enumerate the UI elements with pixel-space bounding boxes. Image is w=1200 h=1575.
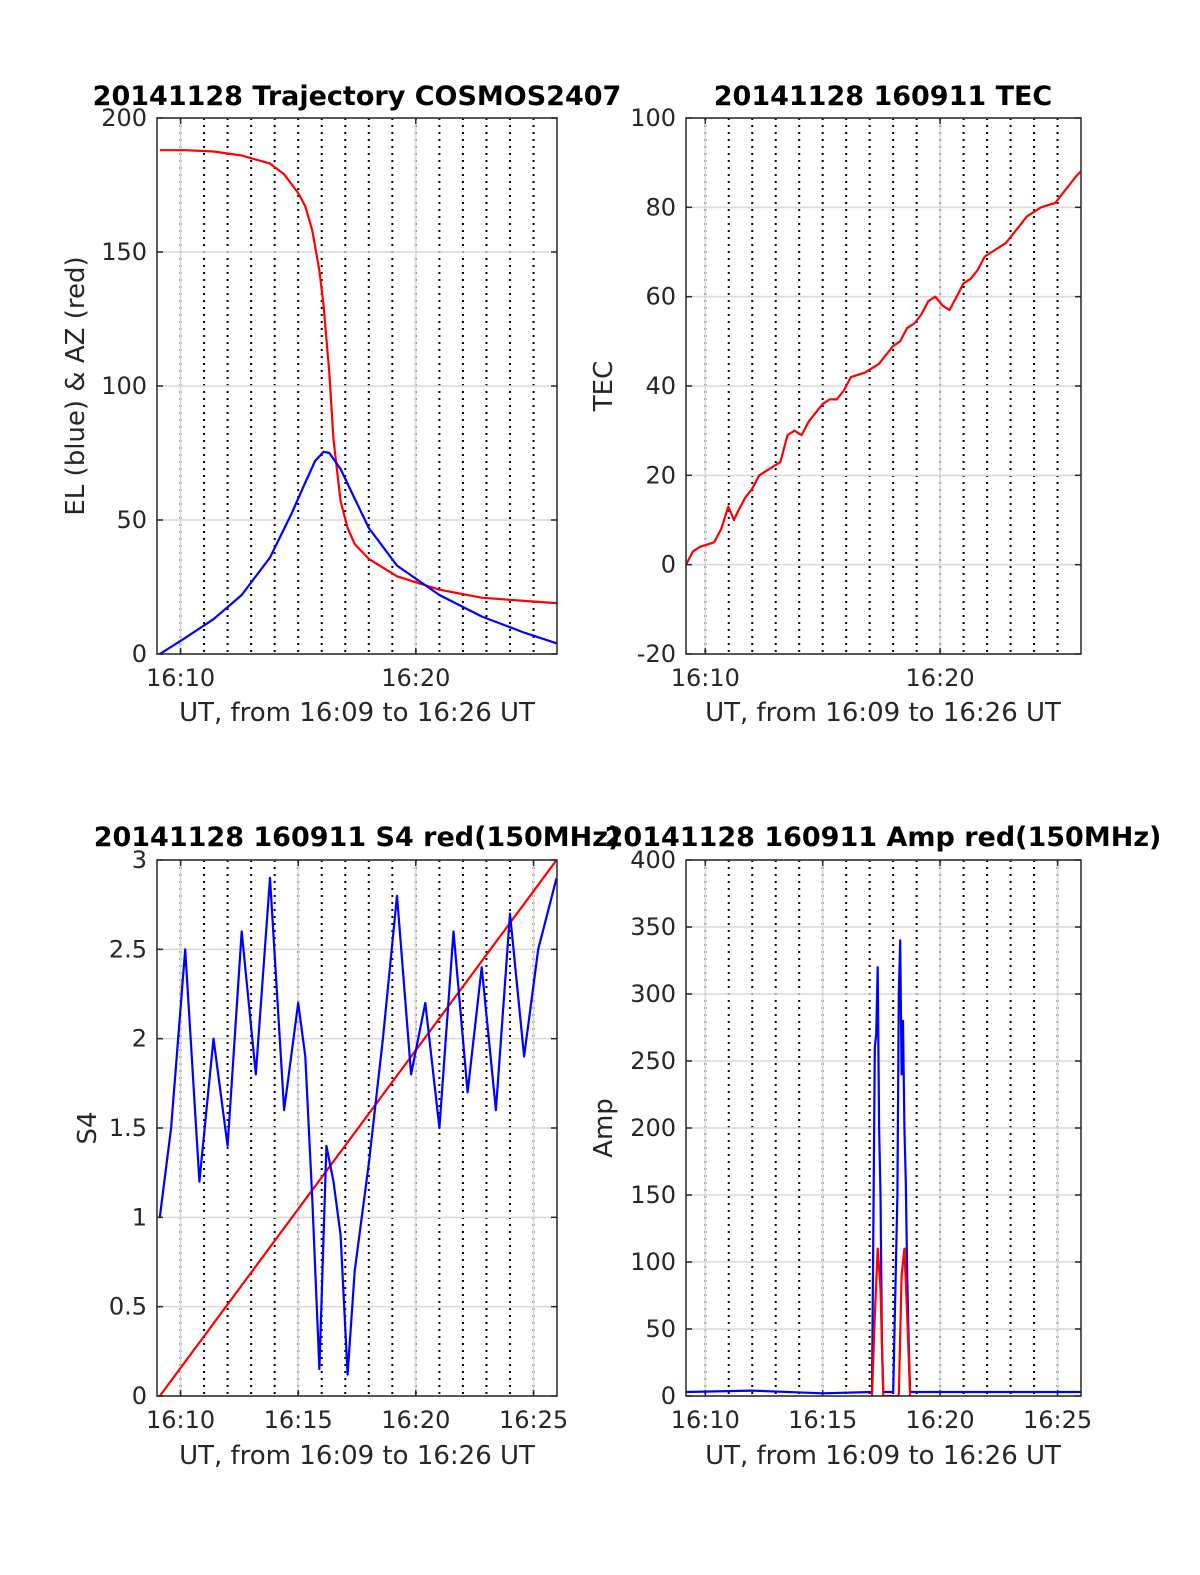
chart-title: 20141128 160911 Amp red(150MHz): [605, 822, 1162, 853]
chart-title: 20141128 160911 S4 red(150MHz): [94, 822, 621, 853]
y-tick-label: 100: [101, 372, 147, 400]
chart-title: 20141128 Trajectory COSMOS2407: [93, 81, 622, 112]
y-tick-label: 0: [661, 551, 676, 579]
chart-s4: 20141128 160911 S4 red(150MHz) UT, from …: [73, 822, 620, 1471]
y-tick-label: 2: [132, 1025, 147, 1053]
x-tick-label: 16:20: [905, 1406, 974, 1434]
x-tick-label: 16:10: [671, 664, 740, 692]
y-tick-label: 200: [630, 1114, 676, 1142]
y-tick-label: 100: [630, 104, 676, 132]
y-tick-label: 350: [630, 913, 676, 941]
series-group: [686, 939, 1081, 1396]
y-tick-label: 150: [101, 238, 147, 266]
x-tick-label: 16:20: [381, 1406, 450, 1434]
y-tick-label: 1.5: [109, 1114, 147, 1142]
y-axis-label: EL (blue) & AZ (red): [61, 256, 91, 515]
series-group: [158, 860, 557, 1396]
x-axis-label: UT, from 16:09 to 16:26 UT: [179, 698, 535, 728]
x-tick-label: 16:10: [146, 664, 215, 692]
series-line-red: [870, 1247, 912, 1396]
x-tick-label: 16:10: [671, 1406, 740, 1434]
y-tick-label: 400: [630, 846, 676, 874]
chart-title: 20141128 160911 TEC: [714, 81, 1053, 112]
series-line-blue: [686, 939, 1081, 1395]
y-tick-label: 0.5: [109, 1293, 147, 1321]
y-tick-label: 60: [645, 283, 676, 311]
y-axis-label: Amp: [589, 1098, 619, 1158]
grid: [686, 117, 1081, 655]
y-tick-label: 50: [116, 506, 147, 534]
x-tick-label: 16:25: [1023, 1406, 1092, 1434]
y-tick-label: 200: [101, 104, 147, 132]
chart-trajectory: 20141128 Trajectory COSMOS2407 UT, from …: [61, 81, 621, 728]
y-axis-label: TEC: [589, 361, 619, 412]
y-tick-label: 0: [661, 1382, 676, 1410]
y-tick-label: 1: [132, 1203, 147, 1231]
chart-amp: 20141128 160911 Amp red(150MHz) UT, from…: [589, 822, 1161, 1471]
chart-tec: 20141128 160911 TEC UT, from 16:09 to 16…: [589, 81, 1082, 728]
series-line-red: [159, 149, 557, 605]
x-axis-label: UT, from 16:09 to 16:26 UT: [179, 1441, 535, 1471]
grid: [157, 117, 557, 655]
x-tick-label: 16:15: [788, 1406, 857, 1434]
x-tick-label: 16:20: [381, 664, 450, 692]
y-tick-label: 100: [630, 1248, 676, 1276]
y-tick-label: 20: [645, 461, 676, 489]
grid: [686, 859, 1081, 1397]
y-tick-label: 50: [645, 1315, 676, 1343]
y-tick-label: 300: [630, 980, 676, 1008]
x-axis-label: UT, from 16:09 to 16:26 UT: [705, 698, 1061, 728]
series-group: [686, 170, 1081, 566]
series-line-red: [158, 860, 557, 1396]
y-tick-label: 250: [630, 1047, 676, 1075]
series-line-red: [686, 170, 1081, 566]
series-line-blue: [159, 450, 557, 654]
y-tick-label: 0: [132, 1382, 147, 1410]
y-tick-label: 2.5: [109, 935, 147, 963]
y-tick-label: 0: [132, 640, 147, 668]
y-tick-label: 150: [630, 1181, 676, 1209]
y-tick-label: 3: [132, 846, 147, 874]
x-axis-label: UT, from 16:09 to 16:26 UT: [705, 1441, 1061, 1471]
y-tick-label: 40: [645, 372, 676, 400]
series-line-blue: [158, 876, 557, 1376]
y-tick-label: 80: [645, 193, 676, 221]
y-axis-label: S4: [73, 1111, 103, 1144]
x-tick-label: 16:25: [499, 1406, 568, 1434]
series-group: [159, 149, 557, 654]
x-tick-label: 16:15: [264, 1406, 333, 1434]
y-tick-label: -20: [637, 640, 676, 668]
x-tick-label: 16:10: [146, 1406, 215, 1434]
x-tick-label: 16:20: [905, 664, 974, 692]
